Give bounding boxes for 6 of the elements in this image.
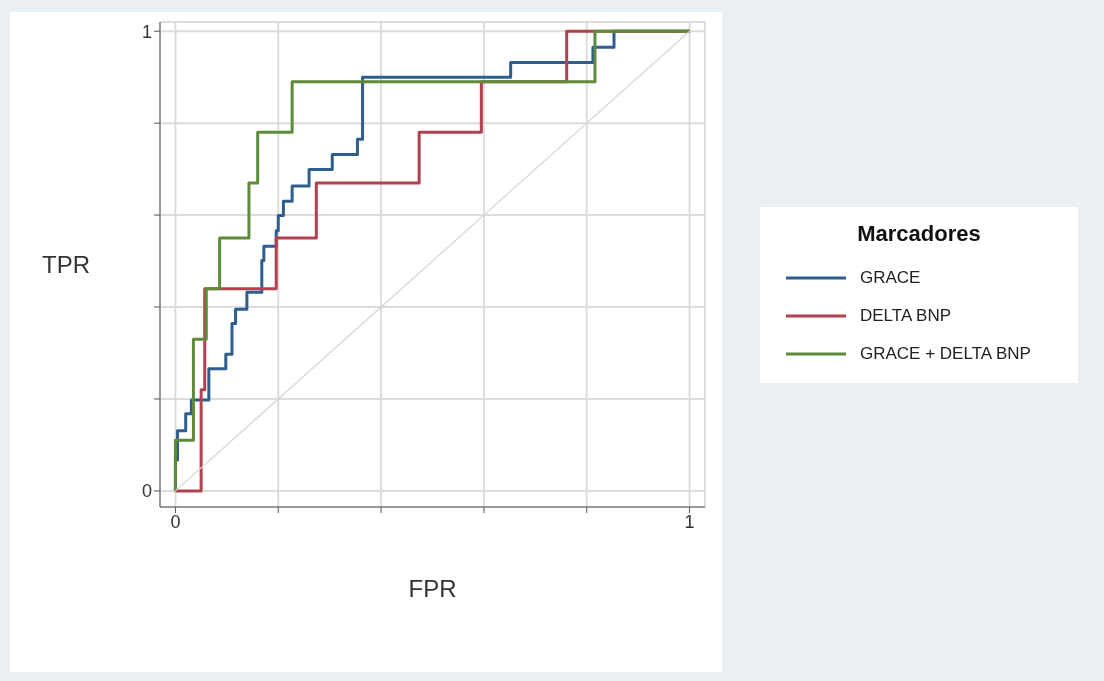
x-axis-title: FPR	[408, 575, 457, 602]
legend-label: GRACE + DELTA BNP	[860, 344, 1031, 364]
legend-title: Marcadores	[856, 221, 982, 247]
legend-label: GRACE	[860, 268, 921, 288]
y-axis-title: TPR	[42, 251, 90, 279]
legend-label: DELTA BNP	[860, 306, 952, 326]
